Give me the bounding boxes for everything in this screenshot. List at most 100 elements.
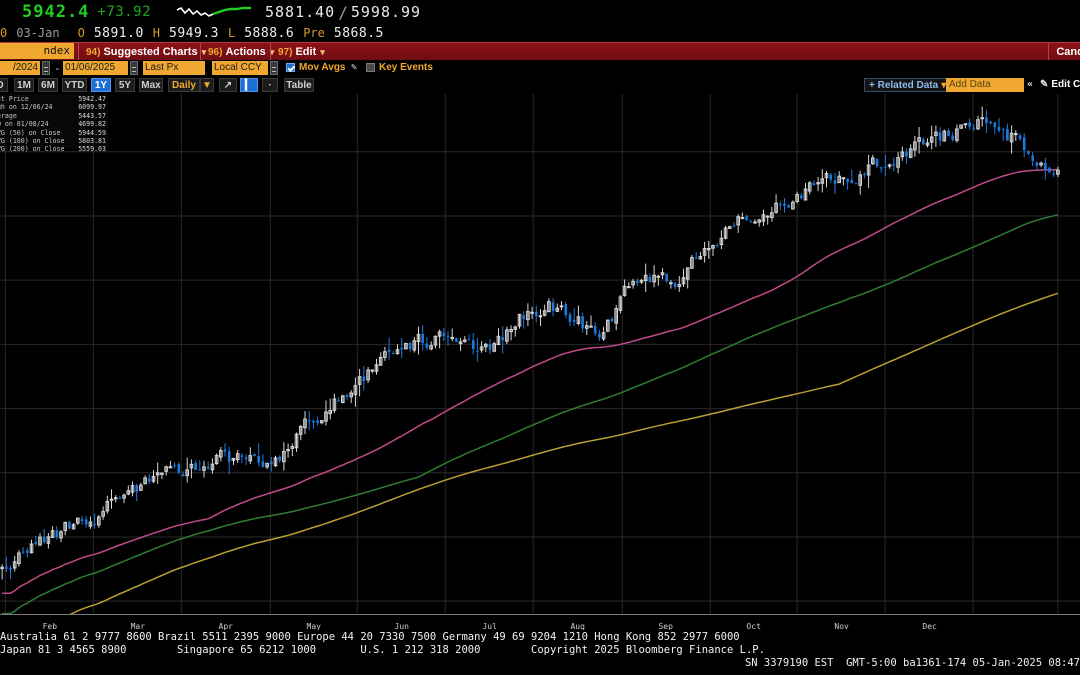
legend-label-average: Average — [0, 111, 17, 120]
price-chart[interactable] — [0, 94, 1080, 614]
menu-item-edit[interactable]: 97) Edit ▾ — [270, 43, 332, 61]
period-5y-button[interactable]: 5Y — [115, 78, 135, 92]
period-1m-button[interactable]: 1M — [14, 78, 34, 92]
key-events-label: Key Events — [379, 62, 433, 73]
edit-number: 97) — [278, 47, 293, 58]
legend-label-low: Low on 01/08/24 — [0, 120, 49, 129]
chevron-down-icon: ▾ — [201, 47, 207, 57]
key-events-checkbox[interactable] — [366, 63, 375, 72]
quote-date: 03-Jan — [16, 26, 60, 40]
period-ytd-button[interactable]: YTD — [62, 78, 87, 92]
menu-item-suggested-charts[interactable]: 94) Suggested Charts ▾ — [78, 43, 213, 61]
legend-label-mavg100: MAVG (100) on Close — [0, 136, 65, 145]
chart-settings-row: /2024 - 01/06/2025 Last Px Local CCY Mov… — [0, 60, 1080, 77]
legend-value-mavg100: 5803.81 — [78, 136, 106, 145]
interval-dropdown-icon[interactable]: ▼ — [200, 78, 214, 92]
x-axis-tick-feb: Feb — [42, 622, 58, 631]
x-axis-tick-sep: Sep — [658, 622, 673, 631]
last-price: 5942.4 — [22, 2, 90, 22]
chart-canvas — [0, 94, 1080, 614]
price-change: +73.92 — [97, 4, 151, 20]
edit-chart-button[interactable]: ✎Edit Ch — [1040, 78, 1080, 92]
mov-avgs-checkbox[interactable] — [286, 63, 295, 72]
x-axis-tick-nov: Nov — [834, 622, 849, 631]
high-value: 5949.3 — [169, 25, 219, 41]
period-6m-button[interactable]: 6M — [38, 78, 58, 92]
chevron-down-icon: ▾ — [269, 47, 275, 57]
actions-number: 96) — [208, 47, 223, 58]
x-axis-tick-jun: Jun — [394, 622, 409, 631]
add-data-input[interactable]: Add Data — [946, 78, 1024, 92]
related-data-button[interactable]: + Related Data ▾ — [864, 78, 952, 92]
x-axis-line — [0, 614, 1080, 615]
footer-line-2: Japan 81 3 4565 8900 Singapore 65 6212 1… — [0, 644, 765, 656]
legend-label-mavg50: MAVG (50) on Close — [0, 128, 61, 137]
chart-legend: Last Price 5942.47 High on 12/06/24 6099.9… — [0, 94, 108, 153]
period-1d-button[interactable]: D — [0, 78, 8, 92]
ticker-price-row: 5942.4 +73.92 5881.40 / 5998.99 — [0, 1, 421, 23]
footer-line-3: SN 3379190 EST GMT-5:00 ba1361-174 05-Ja… — [744, 657, 1080, 669]
legend-value-mavg200: 5559.03 — [78, 145, 106, 154]
date-range-dash: - — [54, 62, 61, 75]
edit-label: Edit — [295, 46, 317, 58]
legend-value-high: 6099.97 — [78, 103, 106, 112]
table-view-button[interactable]: Table — [284, 78, 314, 92]
footer-line-1: Australia 61 2 9777 8600 Brazil 5511 239… — [0, 631, 740, 643]
chevron-down-icon: ▾ — [941, 80, 947, 91]
chart-type-label[interactable]: Candle C — [1048, 43, 1080, 61]
currency-stepper[interactable] — [270, 61, 278, 75]
pencil-icon[interactable]: ✎ — [351, 62, 358, 73]
edit-chart-label: Edit Ch — [1051, 79, 1080, 90]
chart-style-more-icon[interactable]: · — [262, 78, 278, 92]
period-max-button[interactable]: Max — [139, 78, 163, 92]
low-label: L — [228, 26, 236, 40]
actions-label: Actions — [225, 46, 266, 58]
bid-price: 5881.40 — [265, 3, 336, 21]
chart-style-line-icon[interactable]: ↗ — [219, 78, 237, 92]
ask-price: 5998.99 — [350, 3, 422, 21]
x-axis-tick-mar: Mar — [130, 622, 146, 631]
period-1y-button[interactable]: 1Y — [91, 78, 111, 92]
x-axis-tick-apr: Apr — [218, 622, 233, 631]
footer-contact-bar: Australia 61 2 9777 8600 Brazil 5511 239… — [0, 630, 1080, 675]
chart-gridlines — [0, 94, 1080, 614]
date-from-input[interactable]: /2024 — [0, 61, 40, 75]
x-axis-tick-aug: Aug — [570, 622, 585, 631]
open-label: O — [77, 26, 85, 40]
date-from-stepper[interactable] — [42, 61, 50, 75]
x-axis-tick-may: May — [306, 622, 321, 631]
volume-flag: 0 — [0, 26, 8, 40]
range-separator: / — [338, 2, 348, 22]
chevron-down-icon: ▾ — [320, 47, 325, 57]
date-to-stepper[interactable] — [130, 61, 138, 75]
x-axis-tick-dec: Dec — [922, 622, 937, 631]
legend-label-last-price: Last Price — [0, 95, 29, 103]
suggested-charts-label: Suggested Charts — [103, 46, 198, 58]
sparkline-chart — [176, 6, 251, 17]
mov-avgs-label: Mov Avgs — [299, 62, 346, 73]
chart-period-row: D 1M 6M YTD 1Y 5Y Max Daily ▼ ↗ ▎ · Tabl… — [0, 77, 1080, 94]
ticker-ohlc-row: 0 03-Jan O 5891.0 H 5949.3 L 5888.6 Pre … — [0, 24, 384, 42]
collapse-panel-icon[interactable]: « — [1027, 79, 1034, 90]
legend-value-low: 4699.82 — [78, 120, 106, 129]
legend-label-mavg200: MAVG (200) on Close — [0, 145, 65, 154]
candlestick-series — [0, 106, 1060, 580]
suggested-charts-number: 94) — [86, 47, 101, 58]
prev-close-label: Pre — [303, 26, 325, 40]
interval-label[interactable]: Daily — [168, 78, 200, 92]
x-axis-tick-oct: Oct — [746, 622, 761, 631]
menu-bar: ndex 94) Suggested Charts ▾ 96) Actions ▾ 97… — [0, 42, 1080, 61]
chart-style-candle-icon[interactable]: ▎ — [240, 78, 258, 92]
related-data-label: + Related Data — [869, 80, 939, 91]
security-ticker-input[interactable]: ndex — [0, 43, 74, 59]
price-type-input[interactable]: Last Px — [143, 61, 205, 75]
legend-value-mavg50: 5944.59 — [78, 128, 106, 137]
x-axis-tick-jul: Jul — [482, 622, 497, 631]
currency-input[interactable]: Local CCY — [212, 61, 268, 75]
menu-item-actions[interactable]: 96) Actions ▾ — [200, 43, 281, 61]
legend-label-high: High on 12/06/24 — [0, 103, 53, 112]
date-to-input[interactable]: 01/06/2025 — [63, 61, 128, 75]
pencil-icon: ✎ — [1040, 79, 1049, 90]
legend-value-last-price: 5942.47 — [78, 95, 106, 103]
moving-average-lines — [2, 168, 1059, 614]
